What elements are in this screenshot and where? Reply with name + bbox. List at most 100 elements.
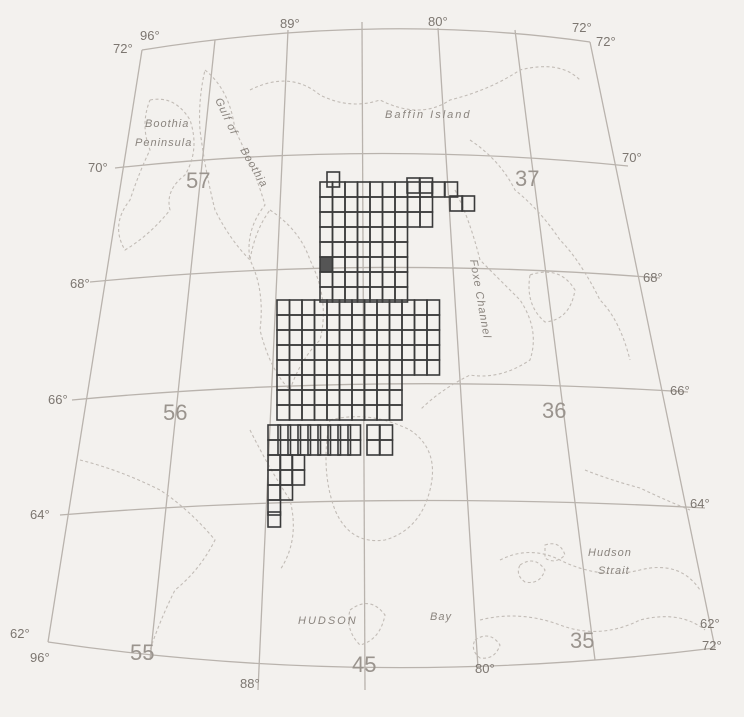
lat-label-72-right: 72°: [596, 34, 616, 49]
survey-block: [369, 196, 384, 213]
survey-block: [344, 226, 359, 243]
coast-island-strait: [517, 560, 546, 584]
survey-block: [381, 226, 396, 243]
survey-block: [369, 256, 384, 273]
place-label-baffin-island: Baffin Island: [385, 109, 472, 121]
survey-block: [307, 439, 322, 456]
coastlines: [79, 66, 706, 659]
survey-block: [327, 439, 342, 456]
coast-inlet-1: [584, 469, 691, 511]
place-label-boothia-gulf: Boothia: [237, 146, 270, 190]
survey-block: [379, 439, 394, 456]
survey-block: [394, 271, 409, 288]
survey-block: [363, 329, 378, 346]
survey-block: [317, 439, 332, 456]
survey-block: [356, 196, 371, 213]
survey-block-highlighted: [319, 256, 334, 273]
graticule: [47, 21, 716, 691]
survey-block: [388, 314, 403, 331]
survey-block: [366, 439, 381, 456]
survey-block: [356, 226, 371, 243]
survey-block: [356, 211, 371, 228]
survey-block: [326, 404, 341, 421]
survey-block: [301, 359, 316, 376]
survey-block: [276, 299, 291, 316]
frame-left: [47, 49, 143, 643]
survey-block: [363, 389, 378, 406]
survey-block: [381, 271, 396, 288]
survey-block: [369, 271, 384, 288]
survey-block: [331, 271, 346, 288]
survey-block: [313, 404, 328, 421]
parallel-66: [71, 383, 689, 401]
survey-block: [267, 511, 282, 528]
survey-block: [326, 374, 341, 391]
survey-block: [276, 404, 291, 421]
survey-block: [413, 314, 428, 331]
survey-block: [363, 344, 378, 361]
survey-block: [326, 389, 341, 406]
survey-block: [388, 359, 403, 376]
survey-block: [444, 181, 459, 198]
survey-block: [276, 314, 291, 331]
survey-block: [313, 314, 328, 331]
survey-block: [401, 359, 416, 376]
survey-block: [301, 389, 316, 406]
survey-block: [288, 329, 303, 346]
lat-label-70-right: 70°: [622, 150, 642, 165]
survey-block: [394, 181, 409, 198]
survey-block: [449, 195, 464, 212]
lat-label-64-right: 64°: [690, 496, 710, 511]
survey-block: [344, 211, 359, 228]
survey-block: [279, 454, 294, 471]
survey-block: [394, 256, 409, 273]
survey-block: [344, 241, 359, 258]
survey-block: [431, 181, 446, 198]
survey-block: [376, 314, 391, 331]
survey-block: [319, 196, 334, 213]
survey-block: [267, 469, 282, 486]
survey-block: [419, 181, 434, 198]
survey-block: [276, 359, 291, 376]
survey-block: [276, 329, 291, 346]
coast-north-quebec: [499, 552, 701, 591]
survey-block: [388, 344, 403, 361]
survey-block: [394, 211, 409, 228]
meridian-mid: [361, 21, 366, 691]
survey-block: [344, 271, 359, 288]
survey-block: [426, 344, 441, 361]
survey-block: [413, 299, 428, 316]
survey-block: [288, 344, 303, 361]
coast-roes-welcome: [249, 429, 294, 571]
survey-block: [426, 299, 441, 316]
survey-block: [388, 329, 403, 346]
survey-block: [376, 344, 391, 361]
lat-label-66-left: 66°: [48, 392, 68, 407]
survey-block: [326, 171, 341, 188]
survey-block: [394, 226, 409, 243]
survey-block: [267, 499, 282, 516]
survey-block: [344, 256, 359, 273]
survey-block: [366, 424, 381, 441]
survey-block: [351, 404, 366, 421]
survey-block: [301, 374, 316, 391]
survey-block: [381, 181, 396, 198]
survey-block: [401, 344, 416, 361]
survey-block: [301, 314, 316, 331]
survey-block: [363, 359, 378, 376]
lon-label-96-bottom: 96°: [30, 650, 50, 665]
place-label-hudson-strait-2: Strait: [598, 565, 630, 577]
survey-block: [369, 181, 384, 198]
survey-block: [406, 211, 421, 228]
survey-block: [331, 226, 346, 243]
coast-boothia: [118, 98, 195, 251]
survey-block: [288, 404, 303, 421]
survey-block: [376, 329, 391, 346]
zone-labels: 57 37 56 36 55 45 35: [130, 166, 594, 677]
coast-baffin-north: [249, 66, 581, 111]
survey-block: [379, 424, 394, 441]
survey-block: [419, 177, 434, 194]
lat-label-62-left: 62°: [10, 626, 30, 641]
parallel-72: [141, 28, 591, 51]
parallel-62: [47, 641, 716, 669]
